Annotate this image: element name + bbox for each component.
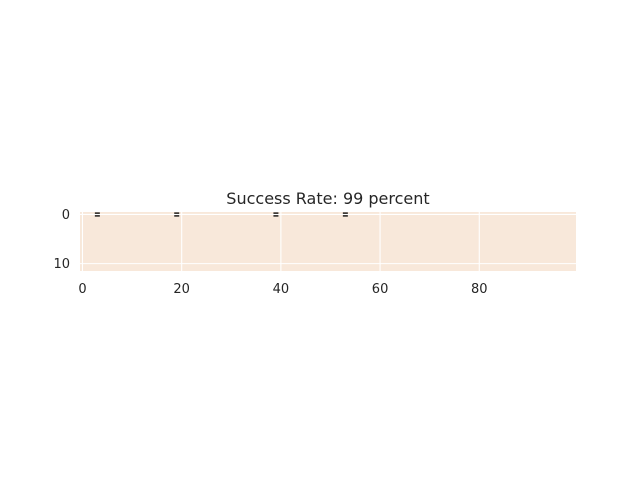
marked-cells (94, 212, 348, 217)
x-tick-label: 80 (471, 282, 488, 297)
chart-title: Success Rate: 99 percent (226, 189, 429, 208)
marked-cell (94, 212, 100, 217)
marked-cell (273, 212, 279, 217)
x-tick-label: 20 (173, 282, 190, 297)
x-tick-label: 40 (273, 282, 290, 297)
heatmap-field (80, 212, 576, 271)
plot-area (80, 212, 576, 271)
y-tick-label: 0 (62, 208, 70, 223)
marked-cell (174, 212, 180, 217)
x-tick-labels: 0 20 40 60 80 (78, 282, 487, 297)
grid-lines (80, 212, 576, 271)
x-tick-label: 60 (372, 282, 389, 297)
y-tick-label: 10 (53, 257, 70, 272)
y-tick-labels: 0 10 (53, 208, 70, 272)
marked-cell (342, 212, 348, 217)
x-tick-label: 0 (78, 282, 86, 297)
